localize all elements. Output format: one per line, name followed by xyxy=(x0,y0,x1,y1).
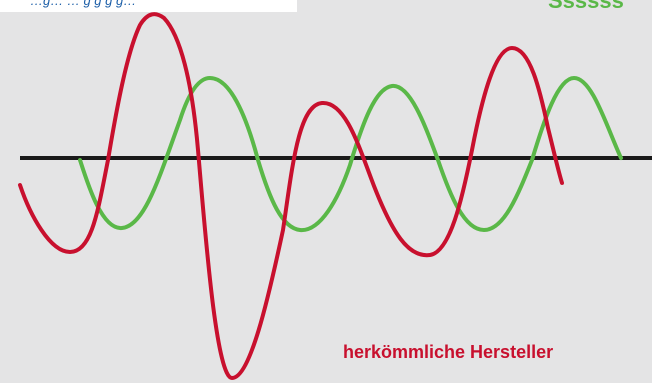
green-wave xyxy=(78,75,623,233)
manufacturer-label: herkömmliche Hersteller xyxy=(343,342,554,362)
top-right-label-fragment: Ssssss xyxy=(548,0,624,13)
top-caption-box: …g… … g g g g… xyxy=(0,0,297,12)
red-wave xyxy=(18,12,564,381)
top-caption-fragment: …g… … g g g g… xyxy=(30,0,137,8)
